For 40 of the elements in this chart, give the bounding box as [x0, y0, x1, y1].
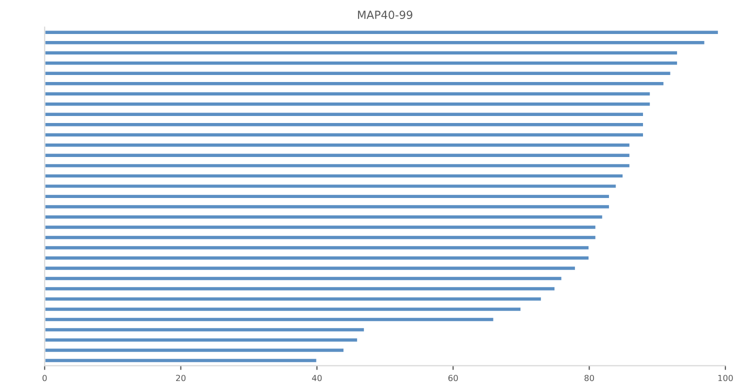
x-tick-label: 60 [448, 374, 458, 382]
bar [44, 183, 618, 190]
bar [44, 101, 652, 108]
bar [44, 326, 366, 333]
bar [44, 265, 576, 272]
bar [44, 152, 631, 158]
x-tick-label: 40 [312, 374, 322, 382]
bar [44, 90, 652, 97]
bar [44, 172, 624, 179]
bar [44, 286, 556, 292]
bar [44, 142, 631, 148]
bar [44, 358, 318, 364]
bar [44, 234, 597, 240]
bar [44, 337, 358, 344]
bar [44, 162, 631, 169]
bar [44, 296, 542, 302]
bar [44, 275, 563, 282]
bar [44, 70, 672, 76]
bar [44, 122, 644, 128]
bar [44, 80, 665, 87]
bar [44, 193, 610, 200]
bar [44, 60, 678, 66]
bar [44, 347, 345, 354]
bar [44, 306, 522, 312]
bar [44, 204, 610, 210]
bar [44, 316, 495, 323]
bar [44, 214, 604, 220]
bar [44, 132, 644, 138]
x-tick-label: 100 [718, 374, 733, 382]
bar [44, 224, 597, 230]
bar [44, 254, 590, 261]
chart-title: MAP40-99 [358, 10, 412, 20]
x-tick-label: 20 [176, 374, 186, 382]
bar [44, 40, 706, 46]
bar [44, 50, 678, 56]
bar [44, 29, 720, 36]
x-tick-label: 0 [42, 374, 47, 382]
bar [44, 111, 644, 118]
x-tick-label: 80 [584, 374, 594, 382]
bar [44, 244, 590, 251]
